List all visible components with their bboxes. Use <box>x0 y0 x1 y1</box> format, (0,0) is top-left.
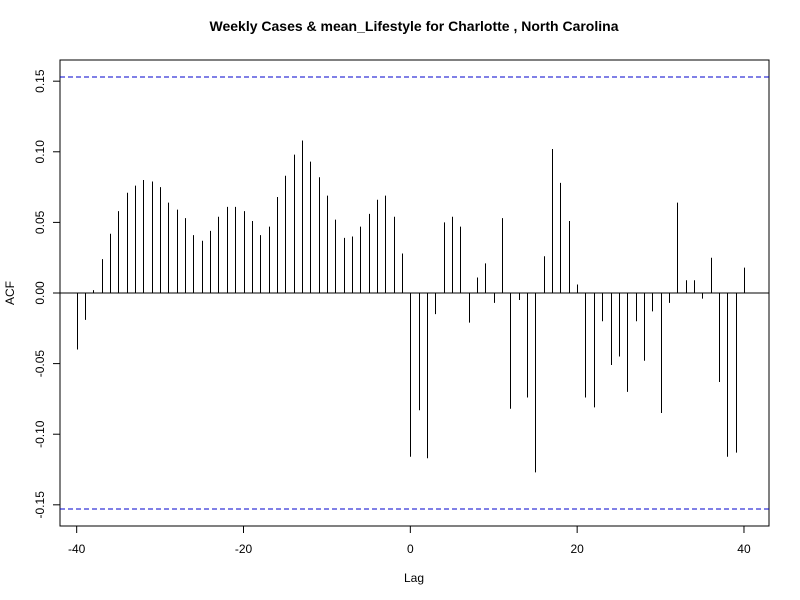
acf-bars <box>77 140 745 473</box>
x-tick-label: -20 <box>235 542 253 556</box>
x-tick-label: 20 <box>570 542 584 556</box>
y-tick-label: 0.05 <box>33 210 47 234</box>
y-tick-label: -0.15 <box>33 491 47 519</box>
chart-title: Weekly Cases & mean_Lifestyle for Charlo… <box>210 18 619 34</box>
y-tick-label: -0.10 <box>33 420 47 448</box>
y-axis: -0.15 -0.10 -0.05 0.00 0.05 0.10 0.15 <box>33 69 60 518</box>
x-tick-label: 40 <box>737 542 751 556</box>
x-tick-label: -40 <box>68 542 86 556</box>
y-tick-label: 0.15 <box>33 69 47 93</box>
x-axis: -40 -20 0 20 40 <box>68 526 751 556</box>
confidence-bounds <box>60 76 769 510</box>
x-tick-label: 0 <box>407 542 414 556</box>
x-axis-label: Lag <box>404 571 424 585</box>
y-axis-label: ACF <box>3 281 17 305</box>
y-tick-label: 0.10 <box>33 140 47 164</box>
y-tick-label: -0.05 <box>33 350 47 378</box>
y-tick-label: 0.00 <box>33 281 47 305</box>
